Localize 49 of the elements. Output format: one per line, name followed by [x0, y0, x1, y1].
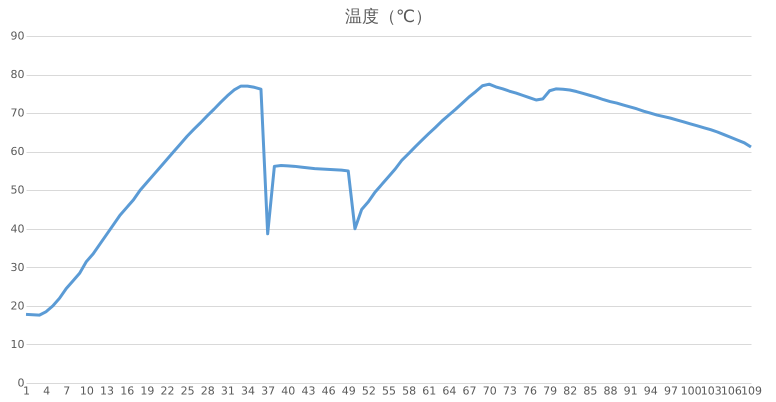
x-tick-label: 31	[220, 384, 235, 398]
y-tick-label: 0	[18, 376, 24, 390]
x-tick-label: 52	[362, 384, 376, 398]
x-tick-label: 1	[23, 384, 30, 398]
x-tick-label: 4	[43, 384, 50, 398]
x-tick-label: 94	[644, 384, 658, 398]
x-tick-label: 91	[624, 384, 638, 398]
chart-title: 温度（℃）	[344, 7, 432, 27]
x-tick-label: 7	[63, 384, 70, 398]
x-tick-label: 88	[604, 384, 618, 398]
x-tick-label: 28	[200, 384, 215, 398]
y-tick-label: 20	[10, 299, 24, 312]
x-tick-label: 103	[700, 384, 722, 398]
x-tick-label: 79	[543, 384, 558, 398]
x-tick-label: 100	[680, 384, 702, 398]
x-tick-label: 46	[322, 384, 336, 398]
y-tick-label: 50	[10, 184, 24, 197]
y-tick-label: 40	[10, 222, 24, 236]
x-tick-label: 61	[422, 384, 436, 398]
x-tick-label: 49	[342, 384, 356, 398]
y-tick-label: 90	[10, 30, 24, 42]
x-tick-label: 109	[741, 384, 762, 398]
x-tick-label: 73	[502, 384, 517, 398]
y-tick-label: 70	[10, 106, 24, 120]
x-tick-label: 13	[100, 384, 114, 398]
x-tick-label: 67	[462, 384, 477, 398]
y-tick-label: 80	[10, 68, 24, 82]
x-tick-label: 106	[720, 384, 742, 398]
x-tick-label: 70	[482, 384, 497, 398]
x-tick-label: 76	[522, 384, 537, 398]
y-tick-label: 30	[10, 260, 24, 274]
x-tick-label: 37	[261, 384, 276, 398]
x-tick-label: 82	[563, 384, 578, 398]
y-tick-label: 60	[10, 145, 24, 158]
x-tick-label: 25	[180, 384, 195, 398]
x-tick-label: 16	[120, 384, 134, 398]
x-tick-label: 97	[664, 384, 678, 398]
x-tick-label: 58	[402, 384, 416, 398]
x-tick-label: 85	[583, 384, 598, 398]
x-tick-label: 55	[382, 384, 396, 398]
line-series	[24, 82, 752, 317]
x-tick-label: 34	[241, 384, 256, 398]
x-tick-label: 40	[281, 384, 296, 398]
x-tick-label: 64	[442, 384, 456, 398]
x-tick-label: 22	[160, 384, 174, 398]
x-tick-label: 10	[80, 384, 94, 398]
y-tick-label: 10	[10, 338, 24, 351]
x-tick-label: 19	[140, 384, 154, 398]
x-tick-label: 43	[301, 384, 316, 398]
